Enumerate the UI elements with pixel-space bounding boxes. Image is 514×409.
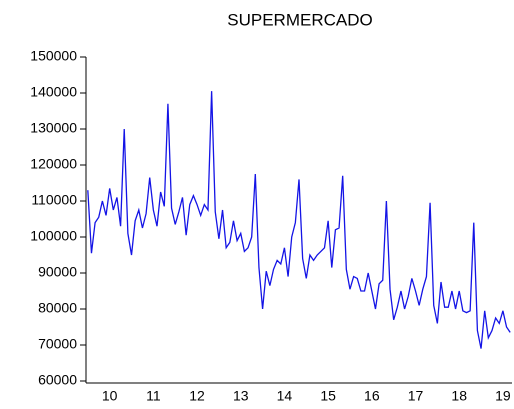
- y-tick-label: 110000: [31, 192, 77, 208]
- x-tick-label: 11: [146, 388, 161, 404]
- y-tick-label: 70000: [38, 336, 77, 352]
- y-tick-label: 80000: [38, 300, 77, 316]
- y-tick-label: 140000: [30, 84, 77, 100]
- x-tick-label: 18: [451, 388, 467, 404]
- x-tick-label: 17: [408, 388, 424, 404]
- x-tick-label: 19: [495, 388, 511, 404]
- data-line: [87, 91, 511, 349]
- y-tick-label: 100000: [30, 228, 77, 244]
- chart-title: SUPERMERCADO: [227, 10, 372, 29]
- y-tick-label: 150000: [30, 48, 77, 64]
- x-tick-label: 16: [364, 388, 380, 404]
- x-tick-label: 10: [102, 388, 118, 404]
- x-tick-label: 12: [189, 388, 205, 404]
- x-tick-label: 13: [233, 388, 249, 404]
- y-tick-label: 130000: [30, 120, 77, 136]
- x-tick-label: 14: [277, 388, 293, 404]
- y-tick-label: 120000: [30, 156, 77, 172]
- x-tick-label: 15: [320, 388, 336, 404]
- y-tick-label: 90000: [38, 264, 77, 280]
- y-tick-label: 60000: [38, 372, 77, 388]
